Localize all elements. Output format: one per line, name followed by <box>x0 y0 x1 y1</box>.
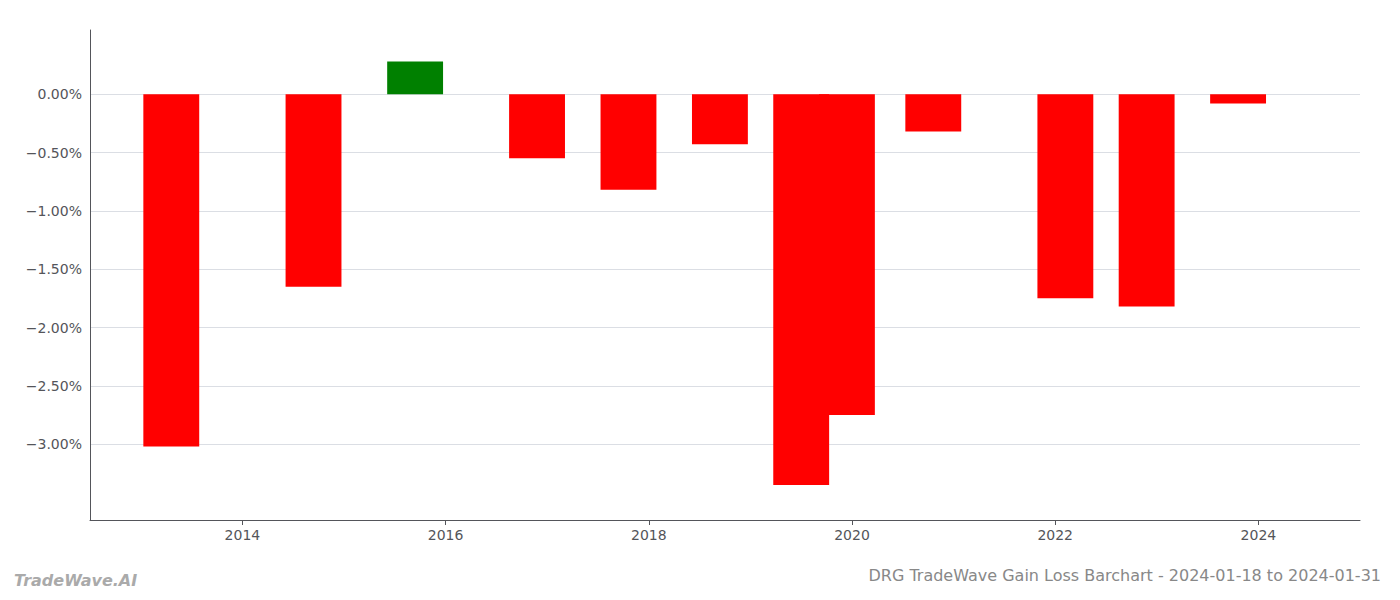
svg-text:−0.50%: −0.50% <box>26 145 82 161</box>
svg-text:−1.50%: −1.50% <box>26 261 82 277</box>
svg-text:−3.00%: −3.00% <box>26 436 82 452</box>
svg-text:2018: 2018 <box>631 527 667 543</box>
svg-text:2024: 2024 <box>1241 527 1277 543</box>
svg-text:2014: 2014 <box>225 527 261 543</box>
svg-text:DRG TradeWave Gain Loss Barcha: DRG TradeWave Gain Loss Barchart - 2024-… <box>868 566 1381 585</box>
svg-text:2022: 2022 <box>1037 527 1073 543</box>
svg-text:−2.50%: −2.50% <box>26 378 82 394</box>
svg-text:0.00%: 0.00% <box>38 86 82 102</box>
svg-text:TradeWave.AI: TradeWave.AI <box>14 571 137 590</box>
svg-text:−2.00%: −2.00% <box>26 320 82 336</box>
svg-text:−1.00%: −1.00% <box>26 203 82 219</box>
svg-text:2016: 2016 <box>428 527 464 543</box>
svg-text:2020: 2020 <box>834 527 870 543</box>
